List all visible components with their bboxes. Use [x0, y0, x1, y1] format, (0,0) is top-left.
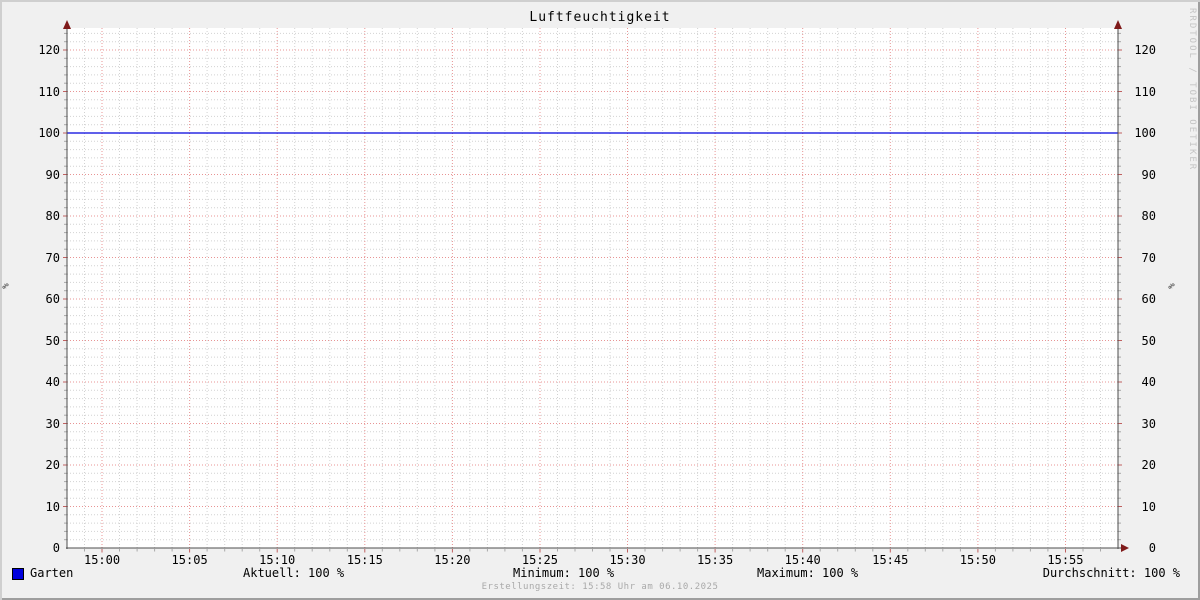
y-tick-label-right: 100	[1134, 126, 1156, 140]
y-tick-label-right: 10	[1141, 499, 1156, 514]
y-tick-label-left: 120	[38, 43, 60, 57]
series-color-swatch	[12, 568, 24, 580]
x-tick-label: 15:15	[346, 553, 383, 567]
x-tick-label: 15:25	[521, 553, 558, 567]
y-tick-label-left: 70	[45, 250, 60, 265]
x-tick-label: 15:00	[83, 553, 121, 567]
x-tick-label: 15:55	[1047, 553, 1084, 567]
y-tick-label-right: 90	[1141, 167, 1156, 182]
y-tick-label-right: 50	[1141, 333, 1156, 348]
chart-title: Luftfeuchtigkeit	[529, 10, 671, 25]
stat-durchschnitt: Durchschnitt: 100 %	[1042, 566, 1180, 580]
stat-aktuell: Aktuell: 100 %	[243, 566, 345, 580]
x-tick-label: 15:30	[609, 553, 646, 567]
y-tick-label-left: 50	[45, 333, 60, 348]
y-tick-label-right: 0	[1148, 541, 1156, 555]
y-tick-label-right: 70	[1141, 250, 1156, 265]
y-tick-label-left: 20	[45, 458, 60, 472]
y-tick-label-left: 40	[45, 375, 60, 389]
x-tick-label: 15:50	[959, 553, 996, 567]
x-tick-label: 15:40	[784, 553, 821, 567]
y-tick-label-left: 100	[38, 126, 60, 140]
rrdtool-watermark: RRDTOOL / TOBI OETIKER	[1187, 8, 1197, 172]
y-tick-label-left: 80	[45, 209, 60, 223]
legend: Garten Aktuell: 100 % Minimum: 100 % Max…	[0, 567, 1200, 581]
x-tick-label: 15:45	[872, 553, 909, 567]
y-tick-label-left: 10	[45, 499, 60, 514]
y-tick-label-right: 60	[1141, 292, 1156, 306]
y-tick-label-left: 110	[38, 84, 60, 99]
y-tick-label-left: 60	[45, 292, 60, 306]
x-tick-label: 15:35	[697, 553, 734, 567]
x-tick-label: 15:20	[434, 553, 471, 567]
x-tick-label: 15:05	[171, 553, 208, 567]
y-tick-label-left: 90	[45, 167, 60, 182]
y-tick-label-left: 30	[45, 416, 60, 431]
y-tick-label-right: 20	[1141, 458, 1156, 472]
y-tick-label-right: 120	[1134, 43, 1156, 57]
series-name-label: Garten	[30, 566, 74, 580]
stat-minimum: Minimum: 100 %	[513, 566, 615, 580]
y-tick-label-right: 80	[1141, 209, 1156, 223]
y-tick-label-left: 0	[52, 541, 60, 555]
creation-time-footer: Erstellungszeit: 15:58 Uhr am 06.10.2025	[481, 582, 719, 592]
x-tick-label: 15:10	[259, 553, 296, 567]
y-tick-label-right: 30	[1141, 416, 1156, 431]
y-tick-label-right: 110	[1134, 84, 1156, 99]
y-tick-label-right: 40	[1141, 375, 1156, 389]
stat-maximum: Maximum: 100 %	[757, 566, 859, 580]
